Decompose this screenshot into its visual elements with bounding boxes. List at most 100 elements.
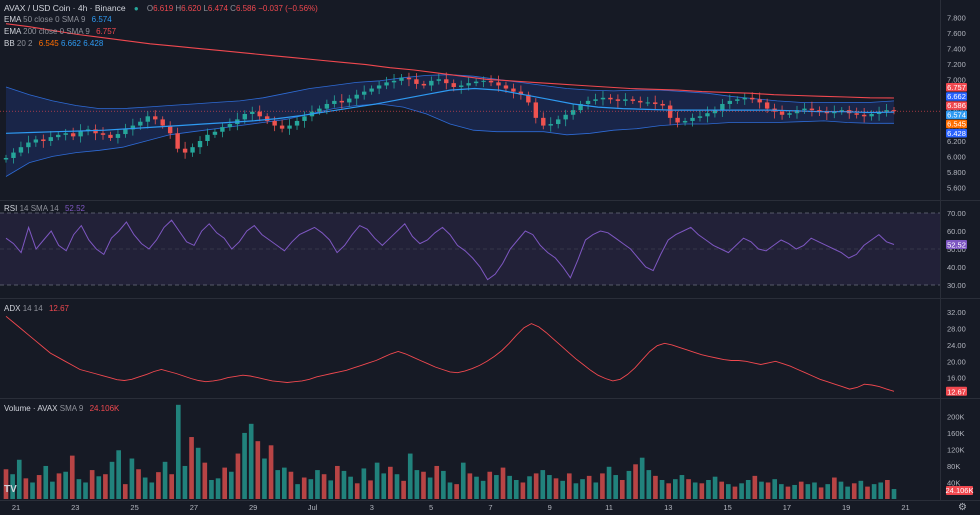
ema200-value: 6.757 — [96, 27, 117, 36]
rsi-label: RSI — [4, 204, 18, 213]
volume-bar — [679, 475, 685, 499]
volume-bar — [540, 470, 546, 499]
adx-legend[interactable]: ADX 14 14 12.67 — [4, 303, 69, 315]
volume-bar — [851, 483, 857, 499]
symbol-title[interactable]: AVAX / USD Coin · 4h · Binance — [4, 3, 126, 13]
candle-body — [153, 116, 158, 120]
candle-body — [690, 117, 695, 121]
candle-body — [332, 100, 337, 104]
volume-bar — [626, 470, 632, 499]
candle-body — [123, 129, 128, 135]
price-axis-divider — [940, 0, 941, 500]
rsi-legend[interactable]: RSI 14 SMA 14 52.52 — [4, 203, 85, 215]
candle-body — [264, 116, 270, 121]
price-tag — [946, 92, 967, 101]
volume-bar — [56, 473, 62, 499]
volume-bar — [739, 483, 744, 499]
volume-legend[interactable]: Volume · AVAX SMA 9 24.106K — [4, 403, 119, 415]
volume-bar — [619, 480, 625, 499]
gear-icon[interactable]: ⚙ — [958, 502, 967, 513]
panel-divider — [0, 298, 980, 299]
volume-bar — [659, 480, 665, 499]
candle-body — [832, 111, 837, 114]
volume-bar — [116, 450, 121, 499]
candle-body — [817, 110, 822, 112]
candle-body — [56, 134, 61, 138]
candle-body — [227, 124, 233, 128]
low-value: 6.474 — [207, 4, 228, 13]
volume-bar — [394, 474, 400, 499]
candle-body — [376, 85, 382, 89]
candle-body — [630, 99, 636, 101]
tradingview-logo-icon[interactable]: TV — [4, 484, 17, 495]
adx-tick-label: 16.00 — [947, 374, 966, 383]
ema200-legend[interactable]: EMA 200 close 0 SMA 9 6.757 — [4, 26, 116, 38]
volume-bar — [122, 484, 128, 499]
candle-body — [451, 83, 456, 87]
bb-legend[interactable]: BB 20 2 6.545 6.662 6.428 — [4, 38, 103, 50]
candle-body — [891, 110, 897, 112]
volume-bar — [69, 455, 75, 499]
volume-bar — [195, 447, 201, 499]
price-tick-label: 6.000 — [947, 152, 966, 161]
volume-bar — [129, 458, 135, 499]
candle-body — [11, 152, 16, 158]
candle-body — [369, 88, 374, 92]
volume-bar — [96, 476, 102, 499]
volume-bar — [401, 480, 406, 499]
volume-label: Volume · AVAX — [4, 404, 58, 413]
volume-bar — [282, 467, 287, 499]
ema200-label: EMA — [4, 27, 21, 36]
volume-bar — [580, 479, 585, 499]
volume-bar — [553, 478, 559, 499]
time-tick-label: 3 — [370, 503, 374, 512]
volume-bar — [76, 479, 82, 499]
adx-tick-label: 28.00 — [947, 325, 966, 334]
volume-bar — [745, 480, 751, 499]
volume-bar — [162, 461, 168, 499]
volume-bar — [467, 473, 473, 499]
ema200-line — [5, 23, 895, 99]
volume-bar — [328, 480, 334, 499]
volume-bar — [414, 470, 420, 499]
price-tick-label: 7.200 — [947, 60, 966, 69]
volume-params: SMA 9 — [59, 404, 84, 413]
volume-bar — [527, 476, 532, 499]
candle-body — [503, 85, 509, 89]
candle-body — [682, 120, 688, 123]
volume-bar — [672, 479, 678, 499]
volume-bar — [474, 476, 479, 499]
volume-bar — [560, 480, 565, 499]
candle-body — [727, 100, 733, 104]
candle-body — [339, 100, 344, 103]
volume-tick-label: 80K — [947, 462, 960, 471]
candle-body — [26, 142, 31, 148]
candle-body — [787, 113, 792, 115]
volume-bar — [513, 480, 519, 499]
price-tick-label: 7.600 — [947, 29, 966, 38]
panel-divider — [0, 200, 980, 201]
high-value: 6.620 — [181, 4, 202, 13]
ema50-legend[interactable]: EMA 50 close 0 SMA 9 6.574 — [4, 14, 112, 26]
volume-bar — [600, 473, 605, 499]
volume-bar — [885, 480, 890, 499]
candle-body — [444, 79, 449, 84]
candle-body — [212, 131, 218, 135]
volume-bar — [520, 482, 526, 499]
time-tick-label: Jul — [308, 503, 318, 512]
candle-body — [250, 111, 255, 114]
volume-bar — [805, 484, 811, 499]
time-tick-label: 19 — [842, 503, 850, 512]
bb-label: BB — [4, 39, 15, 48]
candle-body — [511, 88, 516, 92]
rsi-tag-label: 52.52 — [947, 240, 966, 249]
candle-body — [294, 120, 300, 126]
volume-bar — [441, 470, 446, 499]
candle-body — [108, 134, 113, 138]
volume-bar — [507, 475, 512, 499]
volume-bar — [341, 470, 347, 499]
volume-bar — [447, 482, 453, 499]
open-value: 6.619 — [153, 4, 174, 13]
close-value: 6.586 — [235, 4, 256, 13]
